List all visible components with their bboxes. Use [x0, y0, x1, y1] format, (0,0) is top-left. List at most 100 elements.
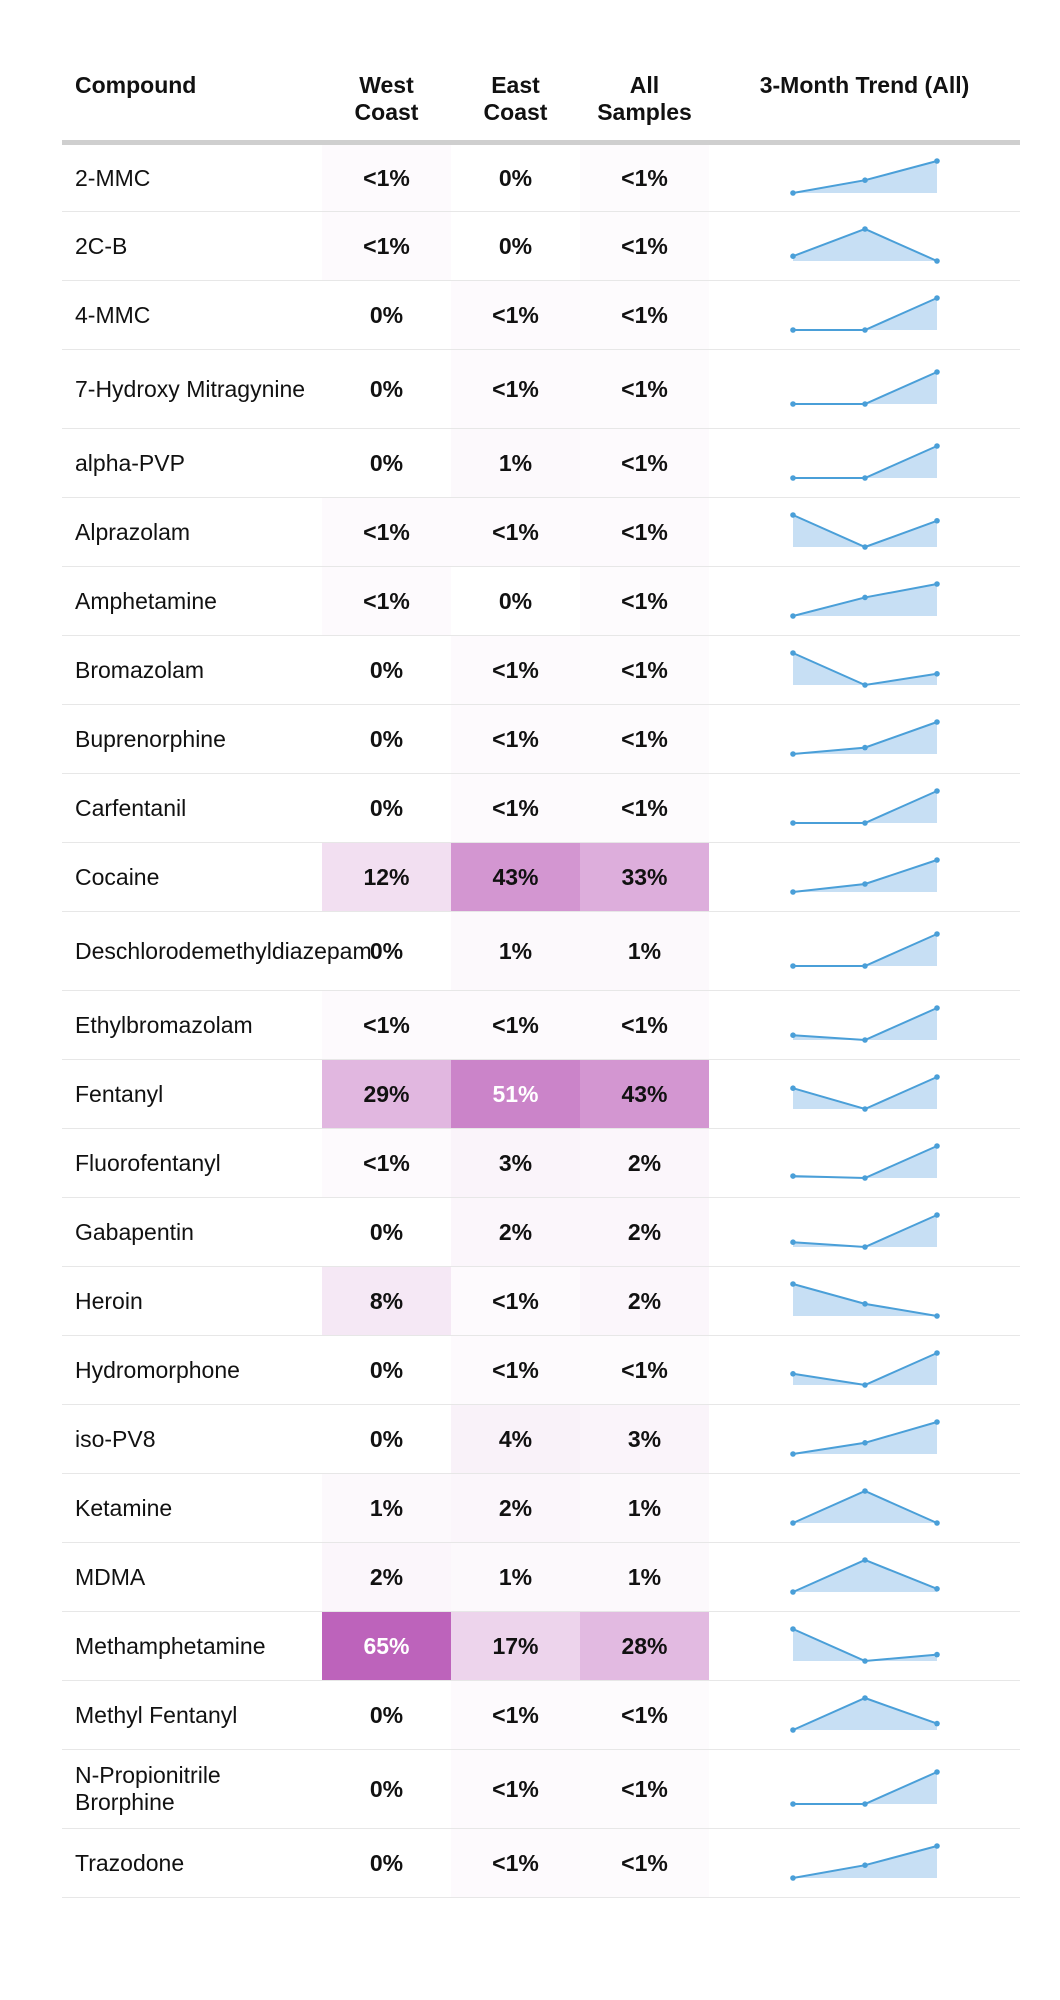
trend-point	[789, 1801, 796, 1807]
trend-point	[789, 1085, 796, 1091]
west-cell: 0%	[322, 1749, 451, 1829]
trend-sparkline	[789, 1281, 940, 1319]
all-cell: <1%	[580, 704, 709, 774]
all-cell: <1%	[580, 1680, 709, 1750]
header-all-samples: All Samples	[580, 62, 709, 145]
trend-cell	[709, 1404, 1020, 1474]
trend-area	[792, 446, 937, 478]
table-row: Bromazolam 0% <1% <1%	[62, 635, 1020, 705]
compound-name: Ethylbromazolam	[62, 990, 322, 1060]
trend-point	[933, 857, 940, 863]
trend-sparkline	[789, 1843, 940, 1881]
trend-point	[861, 1658, 868, 1664]
trend-point	[933, 1843, 940, 1849]
east-cell: 0%	[451, 211, 580, 281]
trend-area	[792, 1353, 937, 1385]
trend-area	[792, 229, 937, 261]
trend-point	[789, 1371, 796, 1377]
west-cell: 0%	[322, 911, 451, 991]
trend-point	[789, 889, 796, 895]
compound-name: Fentanyl	[62, 1059, 322, 1129]
trend-cell	[709, 349, 1020, 429]
trend-sparkline	[789, 1769, 940, 1807]
trend-area	[792, 1284, 937, 1316]
trend-cell	[709, 635, 1020, 705]
trend-point	[789, 1727, 796, 1733]
west-cell: <1%	[322, 211, 451, 281]
trend-point	[861, 963, 868, 969]
trend-cell	[709, 142, 1020, 212]
trend-point	[861, 1244, 868, 1250]
east-cell: 43%	[451, 842, 580, 912]
east-cell: <1%	[451, 704, 580, 774]
all-cell: 1%	[580, 1542, 709, 1612]
east-cell: <1%	[451, 1680, 580, 1750]
east-cell: <1%	[451, 1266, 580, 1336]
trend-sparkline	[789, 1350, 940, 1388]
trend-point	[789, 475, 796, 481]
trend-point	[861, 401, 868, 407]
trend-cell	[709, 773, 1020, 843]
trend-point	[789, 190, 796, 196]
compound-name: Gabapentin	[62, 1197, 322, 1267]
west-cell: 0%	[322, 704, 451, 774]
all-cell: 1%	[580, 911, 709, 991]
table-row: 7-Hydroxy Mitragynine 0% <1% <1%	[62, 349, 1020, 429]
west-cell: 65%	[322, 1611, 451, 1681]
trend-sparkline	[789, 581, 940, 619]
trend-area	[792, 791, 937, 823]
table-row: alpha-PVP 0% 1% <1%	[62, 428, 1020, 498]
compound-name: 7-Hydroxy Mitragynine	[62, 349, 322, 429]
compound-name: Carfentanil	[62, 773, 322, 843]
all-cell: 43%	[580, 1059, 709, 1129]
east-cell: <1%	[451, 349, 580, 429]
all-cell: <1%	[580, 211, 709, 281]
trend-cell	[709, 842, 1020, 912]
trend-point	[861, 475, 868, 481]
trend-point	[933, 1720, 940, 1727]
trend-cell	[709, 1128, 1020, 1198]
east-cell: <1%	[451, 773, 580, 843]
trend-area	[792, 653, 937, 685]
trend-point	[933, 1313, 940, 1319]
trend-area	[792, 722, 937, 754]
trend-point	[789, 253, 796, 259]
trend-point	[789, 1281, 796, 1287]
all-cell: <1%	[580, 773, 709, 843]
trend-point	[861, 177, 868, 183]
trend-sparkline	[789, 1695, 940, 1733]
trend-point	[861, 1440, 868, 1446]
east-cell: <1%	[451, 990, 580, 1060]
all-cell: <1%	[580, 1749, 709, 1829]
trend-point	[789, 820, 796, 826]
west-cell: 0%	[322, 1828, 451, 1898]
compound-name: Ketamine	[62, 1473, 322, 1543]
trend-point	[933, 931, 940, 937]
table-row: Methamphetamine 65% 17% 28%	[62, 1611, 1020, 1681]
all-cell: <1%	[580, 1335, 709, 1405]
east-cell: 4%	[451, 1404, 580, 1474]
trend-area	[792, 1698, 937, 1730]
trend-point	[933, 295, 940, 301]
table-body: 2-MMC <1% 0% <1% 2C-B <1% 0% <1% 4-MMC 0% <1% <1% 7-…	[62, 142, 1020, 1898]
trend-point	[861, 881, 868, 887]
compound-name: 2-MMC	[62, 142, 322, 212]
trend-area	[792, 298, 937, 330]
trend-sparkline	[789, 1488, 940, 1526]
trend-point	[789, 327, 796, 333]
table-row: N-Propionitrile Brorphine 0% <1% <1%	[62, 1749, 1020, 1829]
trend-point	[933, 1651, 940, 1658]
east-cell: <1%	[451, 280, 580, 350]
trend-sparkline	[789, 1557, 940, 1595]
all-cell: <1%	[580, 497, 709, 567]
west-cell: 0%	[322, 428, 451, 498]
trend-point	[933, 443, 940, 449]
compound-name: Deschlorodemethyldiazepam	[62, 911, 372, 991]
trend-cell	[709, 1059, 1020, 1129]
table-row: 4-MMC 0% <1% <1%	[62, 280, 1020, 350]
trend-sparkline	[789, 719, 940, 757]
trend-sparkline	[789, 1212, 940, 1250]
table-row: Ethylbromazolam <1% <1% <1%	[62, 990, 1020, 1060]
all-cell: 3%	[580, 1404, 709, 1474]
table-row: Ketamine 1% 2% 1%	[62, 1473, 1020, 1543]
